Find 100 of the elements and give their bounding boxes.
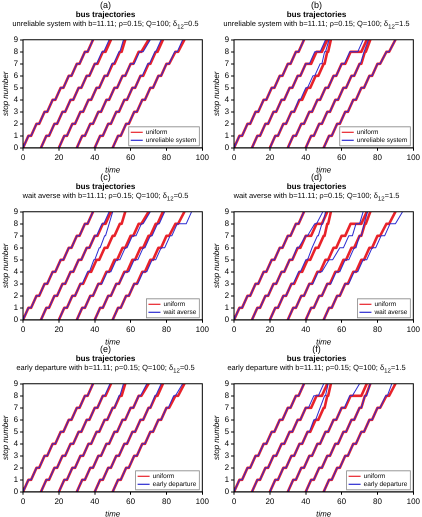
x-tick-label: 0 xyxy=(20,496,26,506)
x-tick-label: 100 xyxy=(196,324,210,334)
x-tick-label: 20 xyxy=(54,496,64,506)
y-tick-label: 7 xyxy=(14,58,19,68)
y-tick-label: 5 xyxy=(224,254,230,264)
x-tick-label: 0 xyxy=(20,324,26,334)
y-tick-label: 0 xyxy=(224,142,230,152)
x-axis-title: time xyxy=(316,164,332,174)
x-tick-label: 80 xyxy=(373,496,382,506)
x-tick-label: 20 xyxy=(54,324,64,334)
y-tick-label: 7 xyxy=(14,230,19,240)
y-axis-title: stop number xyxy=(1,414,10,460)
y-tick-label: 1 xyxy=(224,302,230,312)
y-tick-label: 3 xyxy=(224,450,230,460)
y-tick-label: 2 xyxy=(224,118,230,128)
y-tick-label: 3 xyxy=(14,450,19,460)
text: (b) xyxy=(310,0,323,10)
y-axis-title: stop number xyxy=(212,414,222,460)
x-axis-title: time xyxy=(105,336,121,346)
y-tick-label: 7 xyxy=(224,58,230,68)
x-tick-label: 40 xyxy=(301,152,311,162)
y-tick-label: 4 xyxy=(224,438,230,448)
y-tick-label: 3 xyxy=(14,106,19,116)
y-tick-label: 5 xyxy=(14,426,19,436)
y-tick-label: 0 xyxy=(224,486,230,496)
x-axis-title: time xyxy=(105,508,121,517)
y-tick-label: 5 xyxy=(14,82,19,92)
x-tick-label: 0 xyxy=(20,152,26,162)
y-tick-label: 1 xyxy=(14,130,19,140)
x-axis-title: time xyxy=(316,336,332,346)
y-tick-label: 8 xyxy=(14,46,19,56)
x-tick-label: 20 xyxy=(54,152,64,162)
y-tick-label: 0 xyxy=(224,314,230,324)
y-tick-label: 6 xyxy=(14,414,19,424)
chart-title: bus trajectories xyxy=(74,10,136,19)
y-tick-label: 8 xyxy=(14,390,19,400)
y-axis-title: stop number xyxy=(1,70,10,116)
y-tick-label: 2 xyxy=(224,290,230,300)
x-tick-label: 60 xyxy=(337,152,347,162)
y-tick-label: 5 xyxy=(224,426,230,436)
y-tick-label: 6 xyxy=(224,242,230,252)
y-tick-label: 8 xyxy=(224,46,230,56)
x-axis-title: time xyxy=(316,508,332,517)
x-tick-label: 60 xyxy=(126,152,136,162)
y-tick-label: 4 xyxy=(224,266,230,276)
y-tick-label: 5 xyxy=(224,82,230,92)
y-tick-label: 9 xyxy=(14,206,19,216)
x-tick-label: 100 xyxy=(406,324,421,334)
y-tick-label: 6 xyxy=(14,242,19,252)
y-tick-label: 4 xyxy=(224,94,230,104)
x-tick-label: 100 xyxy=(196,496,210,506)
y-tick-label: 3 xyxy=(224,106,230,116)
x-tick-label: 0 xyxy=(232,324,237,334)
y-tick-label: 9 xyxy=(224,34,230,44)
y-tick-label: 1 xyxy=(224,130,230,140)
y-tick-label: 4 xyxy=(14,438,19,448)
y-tick-label: 1 xyxy=(14,302,19,312)
y-tick-label: 0 xyxy=(14,486,19,496)
chart-title: bus trajectories xyxy=(74,182,136,191)
y-tick-label: 9 xyxy=(14,378,19,388)
y-tick-label: 0 xyxy=(14,314,19,324)
y-tick-label: 7 xyxy=(224,402,230,412)
y-tick-label: 2 xyxy=(14,118,19,128)
y-tick-label: 1 xyxy=(224,474,230,484)
x-tick-label: 20 xyxy=(265,496,275,506)
y-axis-title: stop number xyxy=(212,242,222,288)
chart-title: bus trajectories xyxy=(286,182,348,191)
x-tick-label: 20 xyxy=(265,324,275,334)
chart-title: bus trajectories xyxy=(286,10,348,19)
y-tick-label: 4 xyxy=(14,266,19,276)
x-tick-label: 60 xyxy=(126,496,136,506)
x-tick-label: 80 xyxy=(373,324,382,334)
y-tick-label: 6 xyxy=(224,414,230,424)
x-tick-label: 20 xyxy=(265,152,275,162)
x-tick-label: 0 xyxy=(232,496,237,506)
y-tick-label: 9 xyxy=(224,378,230,388)
text: (f) xyxy=(311,344,321,354)
x-tick-label: 60 xyxy=(337,496,347,506)
x-tick-label: 60 xyxy=(337,324,347,334)
x-tick-label: 0 xyxy=(232,152,237,162)
x-tick-label: 40 xyxy=(301,496,311,506)
text: (a) xyxy=(99,0,112,10)
y-tick-label: 0 xyxy=(14,142,19,152)
x-tick-label: 60 xyxy=(126,324,136,334)
y-tick-label: 5 xyxy=(14,254,19,264)
y-tick-label: 6 xyxy=(14,70,19,80)
y-tick-label: 9 xyxy=(224,206,230,216)
y-axis-title: stop number xyxy=(1,242,10,288)
x-tick-label: 80 xyxy=(162,324,172,334)
x-tick-label: 100 xyxy=(196,152,210,162)
y-tick-label: 3 xyxy=(224,278,230,288)
y-axis-title: stop number xyxy=(212,70,222,116)
y-tick-label: 7 xyxy=(224,230,230,240)
x-tick-label: 80 xyxy=(162,496,172,506)
y-tick-label: 3 xyxy=(14,278,19,288)
x-tick-label: 100 xyxy=(406,152,421,162)
text: (e) xyxy=(99,344,111,354)
y-tick-label: 7 xyxy=(14,402,19,412)
chart-title: bus trajectories xyxy=(286,354,348,363)
x-axis-title: time xyxy=(105,164,121,174)
